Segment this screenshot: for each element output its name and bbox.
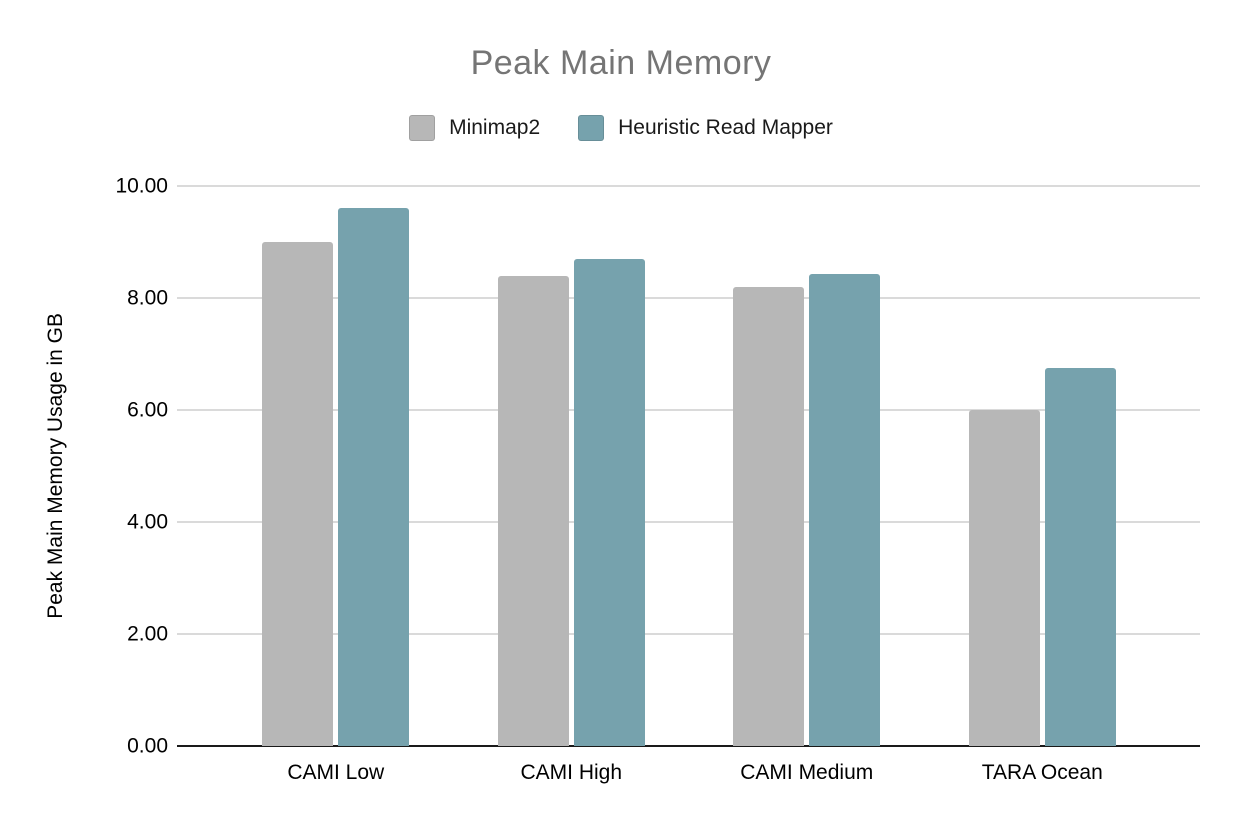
legend-swatch (578, 115, 605, 141)
bar-group (454, 186, 690, 746)
gridline (177, 185, 1200, 187)
bar (497, 275, 569, 746)
legend-item: Minimap2 (409, 115, 540, 141)
bar-group (689, 186, 925, 746)
y-tick-label: 4.00 (127, 510, 168, 534)
y-tick-label: 6.00 (127, 398, 168, 422)
x-axis-labels: CAMI Low CAMI High CAMI Medium TARA Ocean (218, 758, 1160, 788)
x-category-label: CAMI High (520, 761, 623, 784)
y-axis-title-text: Peak Main Memory Usage in GB (44, 313, 67, 619)
x-category-label: CAMI Low (287, 761, 385, 784)
x-category-label: TARA Ocean (981, 761, 1103, 784)
bar (338, 208, 410, 746)
bar (733, 286, 805, 746)
x-axis-line (177, 745, 1200, 747)
y-tick-label: 10.00 (115, 174, 168, 198)
legend-label: Heuristic Read Mapper (618, 116, 833, 139)
gridline (177, 297, 1200, 299)
chart-title: Peak Main Memory (470, 44, 772, 82)
gridline (177, 521, 1200, 523)
plot-area: 0.00 2.00 4.00 6.00 8.00 10.00 (115, 176, 1200, 757)
bar (968, 410, 1040, 746)
bar (573, 258, 645, 746)
bar (1044, 368, 1116, 746)
bar-groups (218, 186, 1160, 746)
legend-item: Heuristic Read Mapper (578, 115, 833, 141)
y-tick-label: 0.00 (127, 734, 168, 758)
bar (262, 242, 334, 746)
bar-group (218, 186, 454, 746)
y-tick-label: 8.00 (127, 286, 168, 310)
gridline (177, 633, 1200, 635)
bar-group (925, 186, 1161, 746)
legend-swatch (409, 115, 436, 141)
bar (809, 273, 881, 746)
y-tick-label: 2.00 (127, 622, 168, 646)
x-category-label: CAMI Medium (740, 761, 874, 784)
legend: Minimap2 Heuristic Read Mapper (0, 115, 1242, 141)
gridline (177, 409, 1200, 411)
legend-label: Minimap2 (449, 116, 541, 139)
y-axis-title: Peak Main Memory Usage in GB (30, 186, 82, 746)
